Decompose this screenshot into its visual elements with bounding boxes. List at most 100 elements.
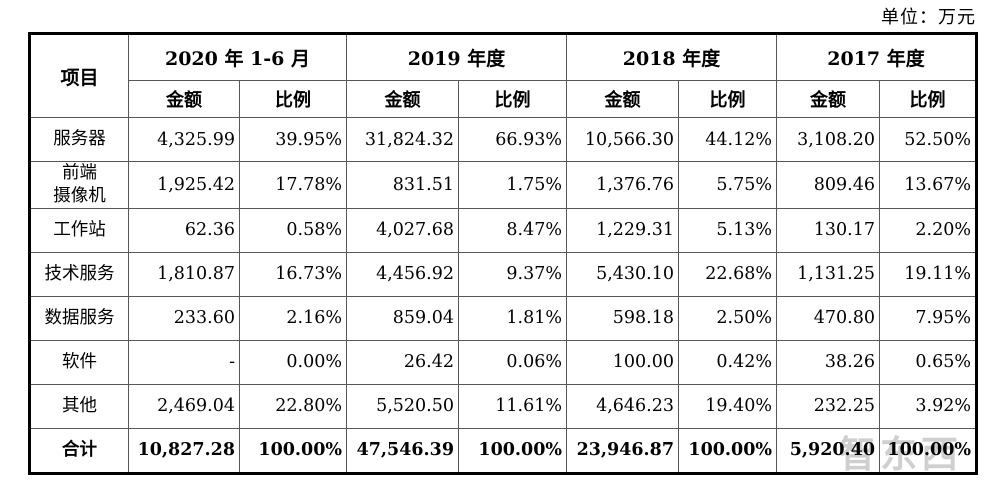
amount-cell: 10,827.28 <box>128 427 240 474</box>
ratio-header: 比例 <box>678 80 777 118</box>
amount-cell: 4,325.99 <box>128 117 240 162</box>
table-row: 数据服务 233.60 2.16% 859.04 1.81% 598.18 2.50% 470… <box>29 295 977 341</box>
row-item-label: 技术服务 <box>29 251 129 297</box>
ratio-cell: 0.00% <box>239 339 347 385</box>
ratio-cell: 1.81% <box>458 295 567 341</box>
amount-cell: 5,430.10 <box>566 251 679 297</box>
revenue-breakdown-table: 项目 2020 年 1-6 月 2019 年度 2018 年度 2017 年度 … <box>28 32 978 475</box>
period-header-2018: 2018 年度 <box>566 33 777 81</box>
period-header-2017: 2017 年度 <box>776 33 977 81</box>
ratio-cell: 0.65% <box>879 339 977 385</box>
table-row: 软件 -0.00% 26.42 0.06% 100.00 0.42% 38.26 0.65% <box>29 339 977 385</box>
table-row: 其他 2,469.04 22.80% 5,520.50 11.61% 4,646.23 19… <box>29 383 977 429</box>
ratio-cell: 1.75% <box>458 161 567 209</box>
amount-cell: 38.26 <box>776 339 880 385</box>
amount-cell: - <box>128 339 240 385</box>
amount-cell: 1,131.25 <box>776 251 880 297</box>
table-row: 工作站 62.36 0.58% 4,027.68 8.47% 1,229.31 5.13% 1… <box>29 207 977 253</box>
unit-label: 单位：万元 <box>881 7 976 28</box>
amount-cell: 4,027.68 <box>346 207 459 253</box>
ratio-cell: 5.13% <box>678 207 777 253</box>
ratio-cell: 22.68% <box>678 251 777 297</box>
amount-header: 金额 <box>346 80 459 118</box>
amount-cell: 130.17 <box>776 207 880 253</box>
ratio-header: 比例 <box>879 80 977 118</box>
ratio-header: 比例 <box>239 80 347 118</box>
ratio-cell: 100.00% <box>879 427 977 474</box>
ratio-header: 比例 <box>458 80 567 118</box>
ratio-cell: 22.80% <box>239 383 347 429</box>
table-header: 项目 2020 年 1-6 月 2019 年度 2018 年度 2017 年度 … <box>29 33 977 118</box>
table-row: 技术服务 1,810.87 16.73% 4,456.92 9.37% 5,430.10 2… <box>29 251 977 297</box>
ratio-cell: 13.67% <box>879 161 977 209</box>
row-item-label: 数据服务 <box>29 295 129 341</box>
row-item-label: 其他 <box>29 383 129 429</box>
ratio-cell: 100.00% <box>239 427 347 474</box>
period-header-row: 项目 2020 年 1-6 月 2019 年度 2018 年度 2017 年度 <box>29 33 977 118</box>
ratio-cell: 52.50% <box>879 117 977 162</box>
amount-cell: 4,456.92 <box>346 251 459 297</box>
amount-cell: 598.18 <box>566 295 679 341</box>
table-row: 服务器 4,325.99 39.95% 31,824.32 66.93% 10,566.3… <box>29 117 977 162</box>
sub-header-row: 金额 比例 金额 比例 金额 比例 金额 比例 <box>30 80 977 118</box>
amount-cell: 232.25 <box>776 383 880 429</box>
amount-cell: 5,920.40 <box>776 427 880 474</box>
ratio-cell: 2.16% <box>239 295 347 341</box>
ratio-cell: 2.20% <box>879 207 977 253</box>
amount-cell: 1,376.76 <box>566 161 679 209</box>
ratio-cell: 8.47% <box>458 207 567 253</box>
amount-header: 金额 <box>566 80 679 118</box>
amount-cell: 1,925.42 <box>128 161 240 209</box>
period-header-2020: 2020 年 1-6 月 <box>128 33 347 81</box>
ratio-cell: 19.40% <box>678 383 777 429</box>
amount-cell: 23,946.87 <box>566 427 679 474</box>
amount-cell: 5,520.50 <box>346 383 459 429</box>
ratio-cell: 11.61% <box>458 383 567 429</box>
ratio-cell: 100.00% <box>458 427 567 474</box>
amount-cell: 859.04 <box>346 295 459 341</box>
ratio-cell: 3.92% <box>879 383 977 429</box>
row-item-label: 前端 摄像机 <box>29 161 129 209</box>
ratio-cell: 16.73% <box>239 251 347 297</box>
ratio-cell: 2.50% <box>678 295 777 341</box>
ratio-cell: 100.00% <box>678 427 777 474</box>
ratio-cell: 5.75% <box>678 161 777 209</box>
amount-cell: 10,566.30 <box>566 117 679 162</box>
amount-cell: 100.00 <box>566 339 679 385</box>
row-item-label: 服务器 <box>29 117 129 162</box>
ratio-cell: 17.78% <box>239 161 347 209</box>
row-item-label: 合计 <box>29 427 129 474</box>
row-item-label: 软件 <box>29 339 129 385</box>
amount-cell: 26.42 <box>346 339 459 385</box>
total-row: 合计 10,827.28 100.00% 47,546.39 100.00% 23,946… <box>29 427 977 474</box>
amount-cell: 31,824.32 <box>346 117 459 162</box>
item-column-header: 项目 <box>29 33 129 118</box>
ratio-cell: 7.95% <box>879 295 977 341</box>
amount-cell: 47,546.39 <box>346 427 459 474</box>
table-row: 前端 摄像机 1,925.42 17.78% 831.51 1.75% 1,376.76 5… <box>29 161 977 209</box>
amount-cell: 831.51 <box>346 161 459 209</box>
amount-cell: 2,469.04 <box>128 383 240 429</box>
ratio-cell: 0.06% <box>458 339 567 385</box>
ratio-cell: 66.93% <box>458 117 567 162</box>
amount-cell: 1,229.31 <box>566 207 679 253</box>
ratio-cell: 0.58% <box>239 207 347 253</box>
amount-cell: 62.36 <box>128 207 240 253</box>
amount-cell: 4,646.23 <box>566 383 679 429</box>
financial-table-wrap: 项目 2020 年 1-6 月 2019 年度 2018 年度 2017 年度 … <box>28 32 978 475</box>
amount-cell: 233.60 <box>128 295 240 341</box>
ratio-cell: 19.11% <box>879 251 977 297</box>
amount-header: 金额 <box>128 80 240 118</box>
amount-cell: 809.46 <box>776 161 880 209</box>
amount-cell: 1,810.87 <box>128 251 240 297</box>
ratio-cell: 39.95% <box>239 117 347 162</box>
ratio-cell: 44.12% <box>678 117 777 162</box>
amount-header: 金额 <box>776 80 880 118</box>
ratio-cell: 9.37% <box>458 251 567 297</box>
amount-cell: 470.80 <box>776 295 880 341</box>
table-body: 服务器 4,325.99 39.95% 31,824.32 66.93% 10,566.3… <box>29 117 977 474</box>
ratio-cell: 0.42% <box>678 339 777 385</box>
row-item-label: 工作站 <box>29 207 129 253</box>
amount-cell: 3,108.20 <box>776 117 880 162</box>
